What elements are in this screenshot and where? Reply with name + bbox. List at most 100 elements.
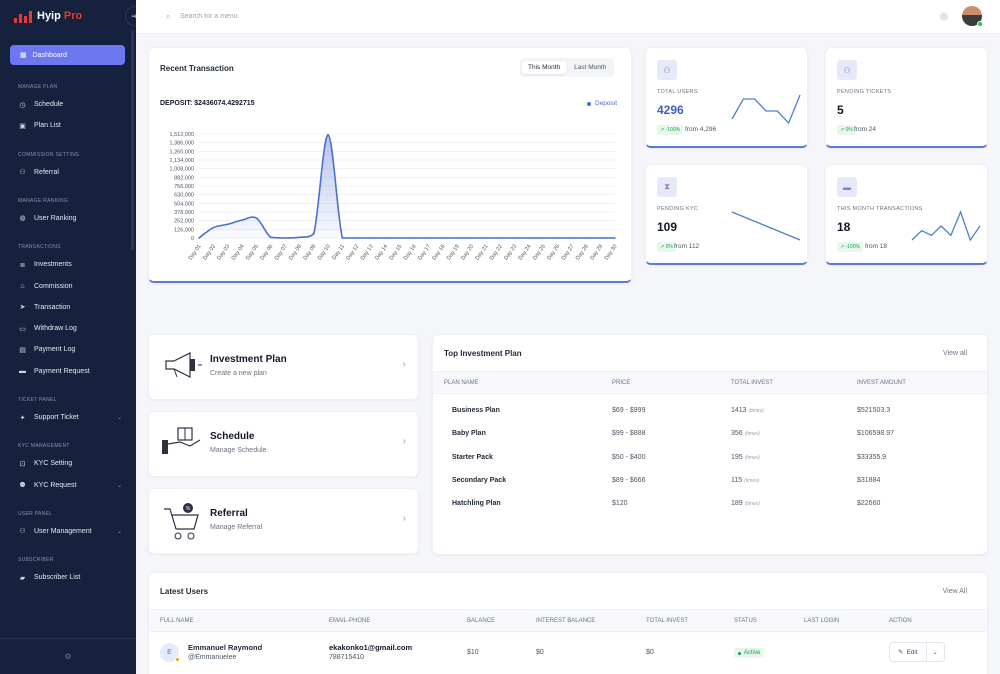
- edit-button[interactable]: ✎ Edit: [890, 643, 927, 661]
- window-icon: ▭: [19, 325, 26, 333]
- table-row[interactable]: Secondary Pack $89 - $666 115 (times) $3188…: [433, 477, 987, 495]
- sidebar-item-support-ticket[interactable]: ✦ Support Ticket ⌄: [18, 413, 122, 422]
- data-point: [585, 237, 588, 239]
- data-point: [341, 237, 344, 239]
- settings-icon[interactable]: ⚙: [64, 652, 72, 661]
- sidebar-item-schedule[interactable]: ◷ Schedule: [18, 100, 122, 109]
- profile-avatar[interactable]: [962, 6, 983, 27]
- card-icon: ▬: [837, 177, 857, 197]
- y-tick-label: 1,512,000: [170, 132, 194, 138]
- x-tick-label: Day 21: [475, 244, 490, 262]
- data-point: [556, 237, 559, 239]
- sidebar-item-kyc-request[interactable]: ⚉ KYC Request ⌄: [18, 481, 122, 490]
- y-tick-label: 378,000: [174, 210, 194, 216]
- stat-card-pending-kyc: ⧗ PENDING KYC 109 ↗ 0% from 112: [645, 164, 808, 265]
- action-card-investment-plan[interactable]: Investment Plan Create a new plan ›: [148, 334, 419, 400]
- sparkline: [731, 94, 801, 125]
- stat-label: THIS MONTH TRANSACTIONS: [837, 206, 923, 212]
- sidebar-item-plan-list[interactable]: ▣ Plan List: [18, 121, 122, 130]
- plan-total-invest: 195 (times): [731, 454, 760, 461]
- table-row[interactable]: Baby Plan $99 - $888 356 (times) $106598.97: [433, 430, 987, 448]
- kyc-icon: ⊡: [19, 460, 26, 468]
- table-row[interactable]: Starter Pack $50 - $400 195 (times) $33355.…: [433, 454, 987, 472]
- search-icon: ⌕: [166, 12, 171, 21]
- sidebar-item-label: Withdraw Log: [34, 325, 77, 333]
- table-row[interactable]: E Emmanuel Raymond @Emmanuelee ekakonko1@gm…: [149, 639, 987, 669]
- action-card-referral[interactable]: % Referral Manage Referral ›: [148, 488, 419, 554]
- sparkline-line: [911, 210, 981, 242]
- sidebar-item-label: Payment Log: [34, 346, 76, 354]
- plan-invest-amount: $31884: [857, 476, 881, 484]
- data-point: [442, 237, 444, 239]
- nav-section-title: KYC MANAGEMENT: [18, 443, 70, 450]
- times-label: (times): [744, 431, 760, 438]
- sidebar-item-payment-log[interactable]: ▤ Payment Log: [18, 345, 122, 354]
- stat-from: from 112: [674, 243, 700, 250]
- action-subtitle: Manage Referral: [210, 524, 263, 531]
- sidebar-item-referral[interactable]: ⚇ Referral: [18, 168, 122, 177]
- chevron-down-icon[interactable]: ⌄: [116, 528, 122, 535]
- chevron-right-icon[interactable]: ›: [402, 436, 406, 447]
- deposit-area: [199, 134, 615, 238]
- sidebar-item-dashboard[interactable]: ▦ Dashboard: [10, 45, 125, 65]
- x-tick-label: Day 05: [245, 244, 260, 262]
- plan-price: $99 - $888: [612, 430, 646, 438]
- sidebar-item-transaction[interactable]: ➤ Transaction: [18, 303, 122, 312]
- user-balance: $10: [467, 649, 479, 656]
- data-point: [614, 237, 616, 239]
- plan-name: Starter Pack: [452, 453, 493, 461]
- chevron-right-icon[interactable]: ›: [402, 359, 406, 370]
- sidebar-item-user-management[interactable]: ⚇ User Management ⌄: [18, 527, 122, 536]
- logo-bars-icon: [14, 9, 32, 23]
- chevron-down-icon[interactable]: ⌄: [116, 482, 122, 489]
- language-icon[interactable]: ◎: [940, 11, 948, 21]
- sidebar: Hyip Pro ▦ Dashboard ⚙ MANAGE PLAN ◷ Sched…: [0, 0, 136, 674]
- sidebar-item-label: Referral: [34, 168, 59, 176]
- sidebar-item-subscriber-list[interactable]: ▰ Subscriber List: [18, 573, 122, 582]
- data-point: [312, 233, 315, 235]
- sidebar-scrollbar[interactable]: [131, 30, 134, 250]
- search-input[interactable]: [180, 9, 380, 24]
- chevron-down-icon[interactable]: ⌄: [932, 649, 938, 656]
- column-header: PLAN NAME: [444, 380, 479, 386]
- column-header: PRICE: [612, 380, 631, 386]
- sidebar-item-user-ranking[interactable]: ◍ User Ranking: [18, 214, 122, 223]
- trend-value: -100%: [845, 244, 861, 250]
- tab-last-month[interactable]: Last Month: [574, 64, 607, 71]
- sidebar-item-label: KYC Request: [34, 481, 77, 489]
- data-point: [198, 237, 200, 239]
- users-icon: ⚉: [19, 482, 26, 490]
- data-point: [571, 237, 573, 239]
- view-all-link[interactable]: View All: [942, 588, 967, 595]
- sidebar-item-payment-request[interactable]: ▬ Payment Request: [18, 367, 122, 376]
- sidebar-item-withdraw-log[interactable]: ▭ Withdraw Log: [18, 324, 122, 333]
- tab-this-month[interactable]: This Month: [522, 61, 567, 74]
- sidebar-item-commission[interactable]: ⌂ Commission: [18, 282, 122, 291]
- nav-section-title: SUBSCRIBER: [18, 557, 54, 564]
- trend-badge: ↗ -100%: [657, 125, 684, 135]
- trend-badge: ↗ -100%: [837, 242, 864, 252]
- chevron-down-icon[interactable]: ⌄: [116, 415, 122, 421]
- chevron-right-icon[interactable]: ›: [402, 513, 406, 524]
- y-tick-label: 0: [191, 236, 194, 242]
- table-row[interactable]: Business Plan $69 - $999 1413 (times) $5215…: [433, 407, 987, 425]
- action-card-schedule[interactable]: Schedule Manage Schedule ›: [148, 411, 419, 477]
- deposit-total: DEPOSIT: $2436074.4292715: [160, 100, 255, 107]
- data-point: [456, 237, 459, 239]
- x-tick-label: Day 18: [432, 244, 447, 262]
- view-all-link[interactable]: View all: [943, 350, 967, 357]
- data-point: [413, 237, 415, 239]
- total-value: 356: [731, 430, 743, 438]
- sidebar-item-investments[interactable]: ≣ Investments: [18, 260, 122, 269]
- status-label: Active: [744, 650, 761, 656]
- data-point: [226, 223, 229, 226]
- table-row[interactable]: Hatchling Plan $120 189 (times) $22660: [433, 500, 987, 518]
- x-tick-label: Day 26: [546, 244, 561, 262]
- trend-value: 0%: [845, 127, 853, 133]
- nav-section-title: MANAGE RANKING: [18, 197, 69, 204]
- plan-price: $89 - $666: [612, 476, 646, 484]
- trend-icon: ↗: [840, 127, 846, 133]
- sidebar-item-kyc-setting[interactable]: ⊡ KYC Setting: [18, 459, 122, 468]
- sparkline: [731, 211, 801, 241]
- brand-logo[interactable]: Hyip Pro: [14, 9, 82, 23]
